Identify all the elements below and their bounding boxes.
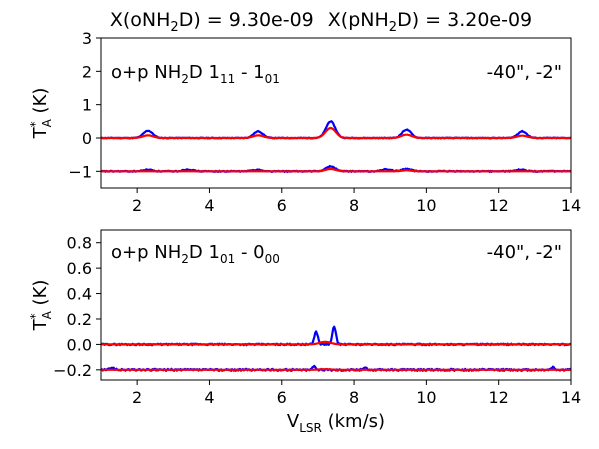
top-observed-spectrum — [101, 120, 571, 140]
bottom-x-tick-label: 14 — [561, 388, 581, 407]
top-y-tick-label: 1 — [82, 96, 92, 115]
bottom-y-tick-label: −0.2 — [53, 361, 92, 380]
top-x-tick-label: 10 — [416, 196, 436, 215]
top-plot-area — [101, 120, 571, 173]
bottom-x-tick-label: 6 — [277, 388, 287, 407]
bottom-plot-area — [101, 325, 571, 372]
bottom-y-axis-label: T*A (K) — [28, 280, 54, 332]
bottom-x-tick-label: 8 — [349, 388, 359, 407]
top-x-tick-label: 12 — [489, 196, 509, 215]
bottom-y-tick-label: 0.6 — [67, 259, 92, 278]
top-y-tick-label: −1 — [68, 162, 92, 181]
top-x-ticks: 2 4 6 8 10 12 14 — [132, 188, 581, 215]
top-offset-label: -40", -2" — [487, 62, 562, 83]
bottom-observed-spectrum — [101, 325, 571, 347]
x-axis-label: VLSR (km/s) — [287, 411, 385, 435]
top-series-group — [101, 120, 571, 173]
bottom-x-tick-label: 12 — [489, 388, 509, 407]
bottom-y-tick-label: 0.2 — [67, 310, 92, 329]
top-x-tick-label: 14 — [561, 196, 581, 215]
bottom-x-tick-label: 4 — [204, 388, 214, 407]
top-y-tick-label: 3 — [82, 29, 92, 48]
top-y-tick-label: 0 — [82, 129, 92, 148]
chart-title: X(oNH2D) = 9.30e-09 X(pNH2D) = 3.20e-09 — [110, 9, 532, 35]
top-x-tick-label: 4 — [204, 196, 214, 215]
bottom-axes-frame — [100, 229, 572, 381]
bottom-model-spectrum-offset — [101, 368, 571, 371]
top-transition-label: o+p NH2D 111 - 101 — [111, 62, 280, 86]
bottom-transition-label: o+p NH2D 101 - 000 — [111, 242, 280, 266]
bottom-y-tick-label: 0.8 — [67, 234, 92, 253]
top-y-tick-label: 2 — [82, 62, 92, 81]
bottom-offset-label: -40", -2" — [487, 242, 562, 263]
top-x-tick-label: 8 — [349, 196, 359, 215]
bottom-model-spectrum — [101, 340, 571, 346]
top-x-tick-label: 2 — [132, 196, 142, 215]
bottom-y-tick-label: 0.0 — [67, 335, 92, 354]
top-model-spectrum-offset — [101, 167, 571, 173]
top-y-axis-label: T*A (K) — [28, 88, 54, 140]
top-y-ticks: −1 0 1 2 3 — [68, 29, 101, 181]
bottom-y-ticks: −0.2 0.0 0.2 0.4 0.6 0.8 — [53, 234, 101, 380]
top-axes-frame — [100, 37, 572, 189]
bottom-x-tick-label: 10 — [416, 388, 436, 407]
bottom-x-ticks: 2 4 6 8 10 12 14 — [132, 380, 581, 407]
bottom-x-tick-label: 2 — [132, 388, 142, 407]
bottom-series-group — [101, 325, 571, 372]
panel-nh2d-101-000: 2 4 6 8 10 12 14 −0.2 0.0 0.2 0.4 0.6 0.8 o+p NH2D … — [28, 229, 581, 435]
bottom-y-tick-label: 0.4 — [67, 285, 92, 304]
top-model-spectrum — [101, 126, 571, 140]
top-x-tick-label: 6 — [277, 196, 287, 215]
